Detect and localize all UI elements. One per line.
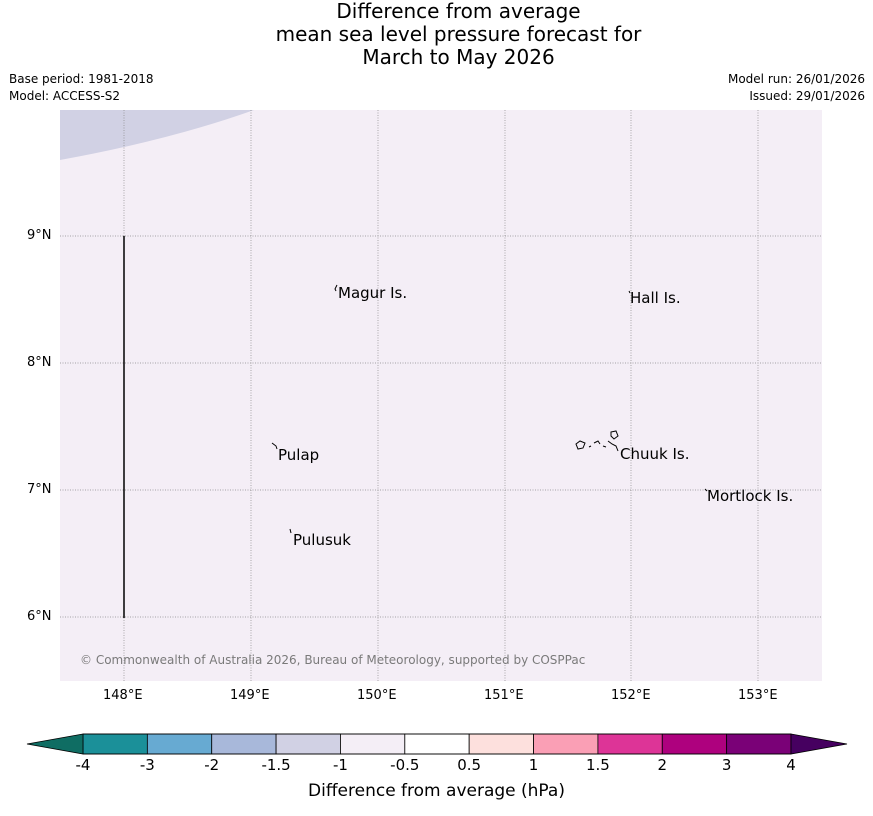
meta-right: Model run: 26/01/2026 Issued: 29/01/2026 — [728, 71, 865, 105]
model-name: Model: ACCESS-S2 — [9, 89, 121, 103]
lat-label-6: 6°N — [27, 609, 52, 624]
colorbar-segment — [340, 733, 406, 755]
colorbar-title: Difference from average (hPa) — [308, 781, 565, 801]
lon-label-153: 153°E — [738, 688, 778, 703]
island-chuuk-2 — [593, 440, 601, 445]
low-pressure-band — [60, 110, 254, 160]
place-label-pulap: Pulap — [278, 446, 320, 464]
colorbar-segment — [726, 733, 792, 755]
lat-label-9: 9°N — [27, 228, 52, 243]
colorbar-segment — [82, 733, 148, 755]
colorbar-segment — [597, 733, 663, 755]
colorbar-label: 2 — [657, 756, 668, 774]
colorbar-label: 0.5 — [457, 756, 482, 774]
place-label-pulusuk: Pulusuk — [293, 531, 351, 549]
lon-label-148: 148°E — [103, 688, 143, 703]
colorbar-label: 1 — [528, 756, 539, 774]
map-background — [60, 110, 822, 681]
lon-label-151: 151°E — [484, 688, 524, 703]
copyright-notice: © Commonwealth of Australia 2026, Bureau… — [80, 653, 586, 667]
colorbar-label: -1.5 — [261, 756, 291, 774]
title-line-2: mean sea level pressure forecast for — [275, 22, 642, 46]
island-pulusuk — [289, 528, 292, 534]
title-line-3: March to May 2026 — [362, 45, 555, 69]
lon-label-150: 150°E — [357, 688, 397, 703]
islands — [271, 284, 708, 534]
place-label-magur: Magur Is. — [338, 284, 408, 302]
island-chuuk-4 — [607, 440, 619, 452]
model-run: Model run: 26/01/2026 — [727, 72, 865, 86]
lon-label-149: 149°E — [230, 688, 270, 703]
issued-date: Issued: 29/01/2026 — [749, 89, 865, 103]
colorbar-label: -2 — [204, 756, 220, 774]
colorbar-label: 1.5 — [585, 756, 610, 774]
place-label-chuuk: Chuuk Is. — [620, 445, 690, 463]
colorbar-segment — [468, 733, 534, 755]
title-line-1: Difference from average — [336, 0, 581, 23]
island-chuuk-6 — [602, 445, 607, 448]
lat-label-8: 8°N — [27, 355, 52, 370]
colorbar-segment — [533, 733, 599, 755]
colorbar-low-extend — [26, 733, 84, 755]
colorbar-label: 4 — [786, 756, 796, 774]
map-panel — [60, 110, 822, 681]
chart-title: Difference from average mean sea level p… — [0, 0, 873, 69]
colorbar-segment — [275, 733, 341, 755]
lat-label-7: 7°N — [27, 482, 52, 497]
island-mortlock — [704, 488, 708, 492]
base-period: Base period: 1981-2018 — [9, 72, 154, 86]
colorbar-label: -4 — [75, 756, 91, 774]
colorbar-segment — [211, 733, 277, 755]
colorbar-segment — [404, 733, 470, 755]
colorbar-label: -3 — [139, 756, 155, 774]
colorbar-segment — [661, 733, 728, 755]
colorbar-label: -0.5 — [390, 756, 420, 774]
colorbar-segment — [146, 733, 213, 755]
island-chuuk-1 — [575, 440, 586, 450]
place-label-mortlock: Mortlock Is. — [707, 487, 794, 505]
meta-left: Base period: 1981-2018 Model: ACCESS-S2 — [9, 71, 154, 105]
colorbar-label: -1 — [332, 756, 348, 774]
colorbar-high-extend — [790, 733, 848, 755]
island-pulap — [271, 442, 278, 450]
island-chuuk-3 — [610, 430, 619, 440]
place-label-hall: Hall Is. — [630, 289, 681, 307]
island-hall — [628, 290, 631, 294]
island-magur — [334, 284, 338, 292]
island-chuuk-5 — [588, 445, 592, 448]
lon-label-152: 152°E — [611, 688, 651, 703]
colorbar-label: 3 — [721, 756, 732, 774]
